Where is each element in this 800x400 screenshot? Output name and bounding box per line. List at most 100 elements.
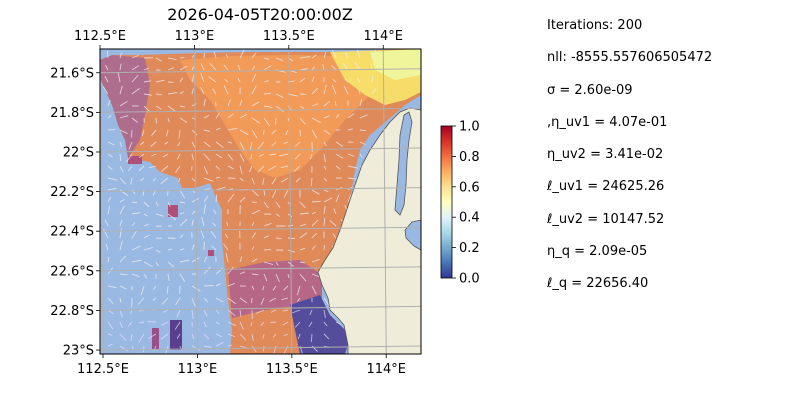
current-arrow bbox=[227, 165, 234, 170]
current-arrow bbox=[175, 165, 181, 174]
current-arrow bbox=[166, 285, 169, 294]
current-arrow bbox=[371, 87, 377, 95]
current-arrow bbox=[107, 297, 114, 304]
lon-ticks-bottom: 112.5°E 113°E 113.5°E 114°E bbox=[77, 354, 406, 377]
current-arrow bbox=[343, 85, 349, 95]
current-arrow bbox=[148, 333, 157, 339]
current-arrow bbox=[275, 105, 284, 112]
current-arrow bbox=[275, 213, 281, 217]
lat-tick-label: 22.2°S bbox=[50, 185, 94, 200]
current-arrow bbox=[227, 127, 238, 131]
current-arrow bbox=[299, 232, 308, 239]
current-arrow bbox=[311, 66, 315, 71]
current-arrow bbox=[227, 283, 235, 287]
current-arrow bbox=[309, 309, 313, 316]
current-arrow bbox=[251, 246, 255, 251]
current-arrow bbox=[299, 223, 307, 227]
lon-tick-label: 112.5°E bbox=[77, 362, 129, 377]
current-arrow bbox=[354, 61, 361, 71]
current-arrow bbox=[203, 177, 214, 182]
current-arrow bbox=[299, 93, 307, 96]
current-arrow bbox=[119, 297, 122, 303]
current-arrow bbox=[239, 309, 242, 317]
current-arrow bbox=[191, 333, 195, 340]
current-arrow bbox=[299, 247, 306, 251]
current-arrow bbox=[225, 252, 229, 263]
gridline-lon bbox=[193, 49, 198, 354]
current-arrow bbox=[347, 177, 357, 180]
current-arrow bbox=[251, 117, 261, 124]
current-arrow bbox=[203, 333, 210, 340]
current-arrow bbox=[119, 309, 123, 318]
current-arrow bbox=[191, 297, 196, 307]
current-arrow bbox=[203, 153, 211, 161]
current-arrow bbox=[104, 219, 109, 227]
current-arrow bbox=[107, 333, 113, 336]
current-arrow bbox=[203, 285, 214, 287]
current-arrow bbox=[179, 248, 185, 251]
gridline-lat bbox=[100, 226, 421, 232]
colorbar-tick-label: 0.6 bbox=[459, 180, 480, 195]
current-arrow bbox=[263, 117, 270, 127]
current-arrow bbox=[239, 345, 247, 349]
current-arrow bbox=[203, 98, 206, 107]
current-arrow bbox=[179, 189, 186, 199]
current-arrow bbox=[215, 309, 220, 314]
current-arrow bbox=[239, 49, 245, 59]
current-arrow bbox=[143, 67, 150, 71]
current-arrow bbox=[311, 54, 317, 59]
current-arrow bbox=[251, 52, 257, 59]
current-arrow bbox=[179, 90, 184, 95]
current-arrow bbox=[191, 103, 197, 107]
current-arrow bbox=[311, 189, 320, 195]
current-arrow bbox=[332, 233, 337, 239]
lon-tick-label: 114°E bbox=[366, 362, 406, 377]
current-arrow bbox=[191, 141, 196, 148]
current-arrow bbox=[357, 77, 361, 83]
current-arrow bbox=[332, 79, 337, 83]
current-arrow bbox=[227, 333, 236, 338]
current-arrow bbox=[179, 259, 190, 263]
current-arrow bbox=[212, 209, 217, 215]
current-arrow bbox=[227, 321, 237, 327]
current-arrow bbox=[263, 273, 268, 282]
gridline-lat bbox=[100, 266, 421, 272]
current-arrow bbox=[179, 201, 185, 204]
current-arrow bbox=[212, 88, 217, 95]
current-arrow bbox=[251, 285, 255, 290]
current-arrow bbox=[167, 213, 177, 221]
current-arrow bbox=[275, 261, 279, 266]
current-arrow bbox=[161, 165, 169, 172]
current-arrow bbox=[130, 129, 133, 138]
field-region bbox=[100, 49, 421, 354]
current-arrow bbox=[285, 129, 289, 136]
current-arrow bbox=[239, 113, 248, 119]
current-arrow bbox=[215, 297, 224, 303]
current-arrow bbox=[257, 141, 265, 150]
current-arrow bbox=[251, 129, 258, 139]
current-arrow bbox=[119, 285, 127, 290]
current-arrow bbox=[203, 187, 210, 191]
current-arrow bbox=[263, 92, 271, 95]
current-arrow bbox=[203, 266, 211, 275]
current-arrow bbox=[130, 333, 133, 342]
stat-iterations: Iterations: 200 bbox=[547, 18, 643, 33]
colorbar: 0.0 0.2 0.4 0.6 0.8 1.0 bbox=[440, 120, 480, 287]
current-arrow bbox=[271, 141, 277, 147]
current-arrow bbox=[141, 129, 145, 136]
current-arrow bbox=[237, 64, 241, 71]
current-arrow bbox=[178, 177, 181, 182]
current-arrow bbox=[251, 73, 257, 83]
current-arrow bbox=[160, 177, 169, 185]
current-arrow bbox=[227, 153, 234, 161]
current-arrow bbox=[143, 93, 152, 96]
current-arrow bbox=[161, 297, 169, 305]
current-arrow bbox=[215, 176, 221, 179]
current-arrow bbox=[191, 88, 194, 95]
field-speck bbox=[128, 156, 142, 164]
current-arrow bbox=[119, 333, 127, 342]
current-arrow bbox=[271, 177, 277, 185]
current-arrow bbox=[203, 345, 212, 348]
current-arrow bbox=[287, 273, 290, 279]
